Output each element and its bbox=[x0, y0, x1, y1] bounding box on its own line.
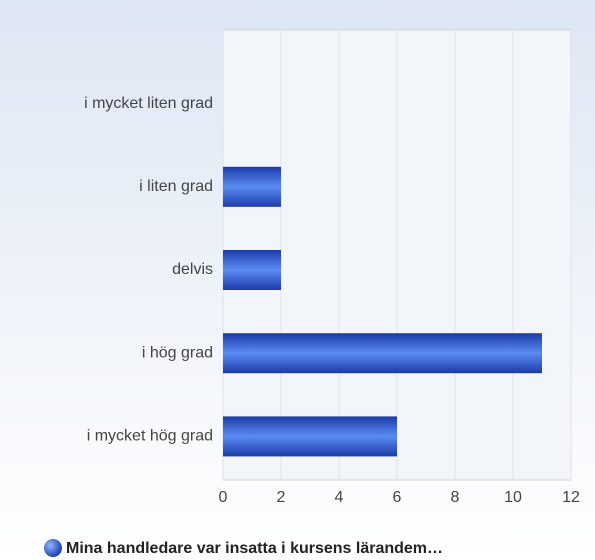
bar bbox=[223, 166, 281, 207]
bar bbox=[223, 416, 397, 457]
bar bbox=[223, 250, 281, 290]
x-tick-label: 8 bbox=[451, 489, 460, 506]
bar bbox=[223, 333, 542, 374]
y-tick-label: i mycket hög grad bbox=[87, 428, 213, 445]
x-tick-label: 2 bbox=[277, 489, 286, 506]
x-tick-label: 0 bbox=[219, 489, 228, 506]
y-tick-label: delvis bbox=[172, 261, 213, 278]
y-tick-label: i hög grad bbox=[142, 344, 213, 361]
legend-label: Mina handledare var insatta i kursens lä… bbox=[66, 540, 443, 557]
x-tick-label: 12 bbox=[562, 489, 580, 506]
legend-marker bbox=[44, 539, 62, 557]
x-tick-label: 10 bbox=[504, 489, 522, 506]
x-tick-label: 6 bbox=[393, 489, 402, 506]
y-tick-label: i liten grad bbox=[139, 178, 213, 195]
y-tick-label: i mycket liten grad bbox=[84, 95, 213, 112]
x-tick-label: 4 bbox=[335, 489, 344, 506]
